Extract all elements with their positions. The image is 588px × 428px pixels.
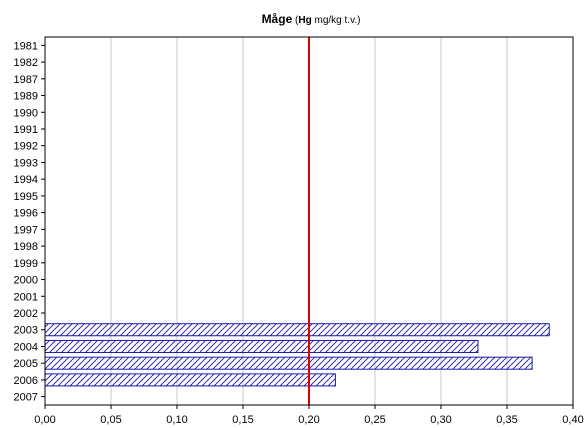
x-tick-label: 0,40	[562, 414, 583, 426]
y-tick-label: 1993	[14, 157, 38, 169]
y-tick-label: 2007	[14, 392, 38, 404]
y-tick-label: 1990	[14, 107, 38, 119]
y-tick-label: 2004	[14, 341, 38, 353]
x-tick-label: 0,20	[298, 414, 319, 426]
bars	[44, 323, 550, 387]
x-tick-label: 0,05	[100, 414, 121, 426]
y-tick-label: 1998	[14, 241, 38, 253]
y-tick-label: 1999	[14, 258, 38, 270]
y-tick-label: 2003	[14, 325, 38, 337]
title-species: Måge	[262, 12, 293, 26]
y-tick-label: 1996	[14, 208, 38, 220]
y-tick-label: 1991	[14, 124, 38, 136]
chart-title: Måge (Hg mg/kg t.v.)	[262, 12, 361, 26]
title-unit: mg/kg t.v.)	[312, 15, 361, 26]
y-axis-ticks: 1981 1982 1987 1989 1990 1991 1992 1993 1994 1995…	[14, 40, 45, 404]
bar-2004	[44, 339, 479, 353]
y-tick-label: 2005	[14, 358, 38, 370]
y-tick-label: 1992	[14, 141, 38, 153]
x-tick-label: 0,15	[232, 414, 253, 426]
y-tick-label: 1989	[14, 91, 38, 103]
y-tick-label: 1982	[14, 57, 38, 69]
title-paren-open: (	[295, 15, 299, 26]
y-tick-label: 2006	[14, 375, 38, 387]
x-axis-ticks: 0,00 0,05 0,10 0,15 0,20 0,25 0,30 0,35 0,40	[34, 405, 584, 426]
x-tick-label: 0,00	[34, 414, 55, 426]
x-tick-label: 0,10	[166, 414, 187, 426]
x-tick-label: 0,25	[364, 414, 385, 426]
x-tick-label: 0,35	[496, 414, 517, 426]
y-tick-label: 1995	[14, 191, 38, 203]
y-tick-label: 1994	[14, 174, 38, 186]
bar-2005	[44, 356, 533, 370]
y-tick-label: 2001	[14, 291, 38, 303]
x-tick-label: 0,30	[430, 414, 451, 426]
y-tick-label: 2002	[14, 308, 38, 320]
y-tick-label: 1997	[14, 224, 38, 236]
y-tick-label: 1981	[14, 40, 38, 52]
y-tick-label: 1987	[14, 74, 38, 86]
bar-2006	[44, 373, 336, 387]
bar-2003	[44, 323, 550, 337]
y-tick-label: 2000	[14, 275, 38, 287]
title-element: Hg	[298, 15, 311, 26]
